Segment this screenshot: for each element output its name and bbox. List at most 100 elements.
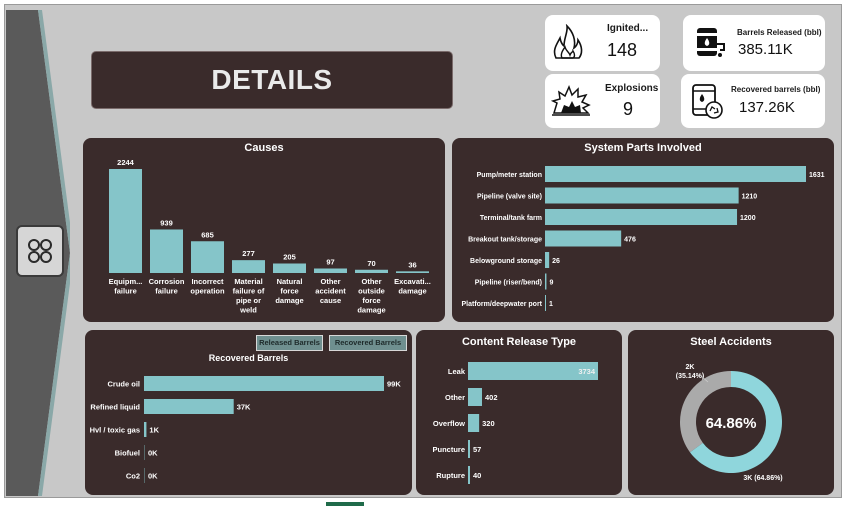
cause-value-label: 685 <box>201 230 214 239</box>
system-part-value-label: 9 <box>549 280 553 287</box>
donut-slice-teal <box>690 371 782 473</box>
system-part-bar <box>545 209 738 225</box>
released-barrels-button[interactable]: Released Barrels <box>256 335 323 351</box>
sheet-tab-strip <box>0 498 846 506</box>
grid-menu-icon <box>28 239 52 263</box>
system-part-bar <box>545 230 622 247</box>
release-type-value-label: 320 <box>482 419 495 428</box>
cause-value-label: 277 <box>242 249 255 258</box>
system-part-value-label: 1210 <box>742 194 758 201</box>
release-type-bar <box>468 388 482 406</box>
release-type-value-label: 3734 <box>578 367 596 376</box>
recycle-barrel-icon <box>692 84 723 119</box>
kpi-value: 137.26K <box>739 99 795 116</box>
cause-bar <box>191 241 224 273</box>
cause-category-label: Material failure of pipe or weld <box>233 277 265 315</box>
system-part-bar <box>545 273 547 290</box>
recovered-barrels-panel: Released Barrels Recovered Barrels Recov… <box>85 330 412 495</box>
recovered-bar <box>144 422 147 437</box>
release-type-value-label: 57 <box>473 445 481 454</box>
cause-bar <box>109 169 142 273</box>
recovered-category-label: Co2 <box>126 472 140 481</box>
cause-bar <box>273 263 306 273</box>
kpi-card-barrels-released: Barrels Released (bbl) 385.11K <box>683 15 825 71</box>
cause-bar <box>232 260 265 273</box>
recovered-value-label: 99K <box>387 380 401 389</box>
system-parts-chart: Pump/meter station 1631 Pipeline (valve si… <box>461 166 825 311</box>
kpi-value: 148 <box>607 40 638 60</box>
system-part-bar <box>545 166 806 182</box>
steel-accidents-panel: Steel Accidents 64.86% 2K (35.14%) 3K (64.8… <box>628 330 834 495</box>
active-sheet-tab[interactable] <box>326 502 364 506</box>
cause-category-label: Corrosion failure <box>149 277 185 296</box>
recovered-barrels-title: Recovered Barrels <box>208 353 289 363</box>
system-part-category-label: Pipeline (valve site) <box>477 194 542 201</box>
release-type-category-label: Puncture <box>432 445 465 454</box>
release-type-bar <box>468 466 470 484</box>
page-title-box: DETAILS <box>92 52 452 108</box>
donut-leader-line <box>699 374 709 383</box>
release-type-value-label: 402 <box>485 393 498 402</box>
system-part-value-label: 1631 <box>809 172 825 179</box>
release-type-category-label: Leak <box>448 367 466 376</box>
cause-bar <box>396 271 429 273</box>
cause-bar <box>314 268 347 273</box>
recovered-value-label: 1K <box>149 426 159 435</box>
steel-accidents-title: Steel Accidents <box>690 336 772 348</box>
cause-value-label: 36 <box>408 260 416 269</box>
cause-bar <box>150 229 183 273</box>
kpi-label: Barrels Released (bbl) <box>737 28 822 37</box>
cause-value-label: 70 <box>367 259 375 268</box>
donut-center-label: 64.86% <box>706 415 757 432</box>
cause-bar <box>355 269 388 273</box>
system-parts-title: System Parts Involved <box>584 142 702 154</box>
cause-category-label: Excavati... damage <box>394 277 431 296</box>
causes-chart: 2244 Equipm... failure 939 Corrosion failure 6… <box>109 158 431 315</box>
system-part-value-label: 26 <box>552 258 560 265</box>
cause-category-label: Other outside force damage <box>357 277 385 315</box>
cause-category-label: Incorrect operation <box>190 277 225 296</box>
recovered-barrels-button[interactable]: Recovered Barrels <box>329 335 407 351</box>
donut-slice-label: 3K (64.86%) <box>743 475 782 482</box>
kpi-label: Explosions <box>605 83 659 94</box>
release-type-category-label: Other <box>445 393 465 402</box>
release-type-bar <box>468 362 598 380</box>
explosion-icon <box>551 85 591 116</box>
release-type-category-label: Rupture <box>436 471 465 480</box>
cause-value-label: 205 <box>283 252 296 261</box>
recovered-bar <box>144 376 384 391</box>
kpi-card-explosions: Explosions 9 <box>545 74 660 128</box>
system-part-bar <box>545 187 739 204</box>
content-release-title: Content Release Type <box>461 336 577 348</box>
cause-category-label: Equipm... failure <box>109 277 143 296</box>
release-type-bar <box>468 440 470 458</box>
recovered-bar <box>144 445 145 460</box>
causes-title: Causes <box>244 142 284 154</box>
release-type-value-label: 40 <box>473 471 481 480</box>
system-part-category-label: Terminal/tank farm <box>480 215 542 222</box>
system-part-value-label: 1200 <box>740 215 756 222</box>
release-type-category-label: Overflow <box>433 419 465 428</box>
cause-category-label: Natural force damage <box>275 277 303 305</box>
system-part-bar <box>545 252 550 268</box>
release-type-bar <box>468 414 480 432</box>
cause-value-label: 2244 <box>117 158 135 167</box>
system-part-category-label: Belowground storage <box>470 258 542 265</box>
page-title: DETAILS <box>211 64 333 95</box>
recovered-value-label: 0K <box>148 472 158 481</box>
system-part-value-label: 1 <box>549 301 553 308</box>
recovered-category-label: Biofuel <box>115 449 140 458</box>
system-parts-panel: System Parts Involved Pump/meter station… <box>452 138 834 322</box>
system-part-value-label: 476 <box>624 237 636 244</box>
recovered-bar <box>144 468 145 483</box>
recovered-category-label: Refined liquid <box>90 403 140 412</box>
system-part-category-label: Platform/deepwater port <box>461 301 542 308</box>
kpi-value: 385.11K <box>738 41 793 58</box>
donut-slice-label: 2K (35.14%) <box>676 364 704 380</box>
recovered-value-label: 37K <box>237 403 251 412</box>
kpi-value: 9 <box>623 99 634 119</box>
navigation-menu-button[interactable] <box>16 225 64 277</box>
recovered-category-label: Crude oil <box>107 380 140 389</box>
kpi-label: Recovered barrels (bbl) <box>731 85 821 94</box>
kpi-card-recovered-barrels: Recovered barrels (bbl) 137.26K <box>681 74 825 128</box>
